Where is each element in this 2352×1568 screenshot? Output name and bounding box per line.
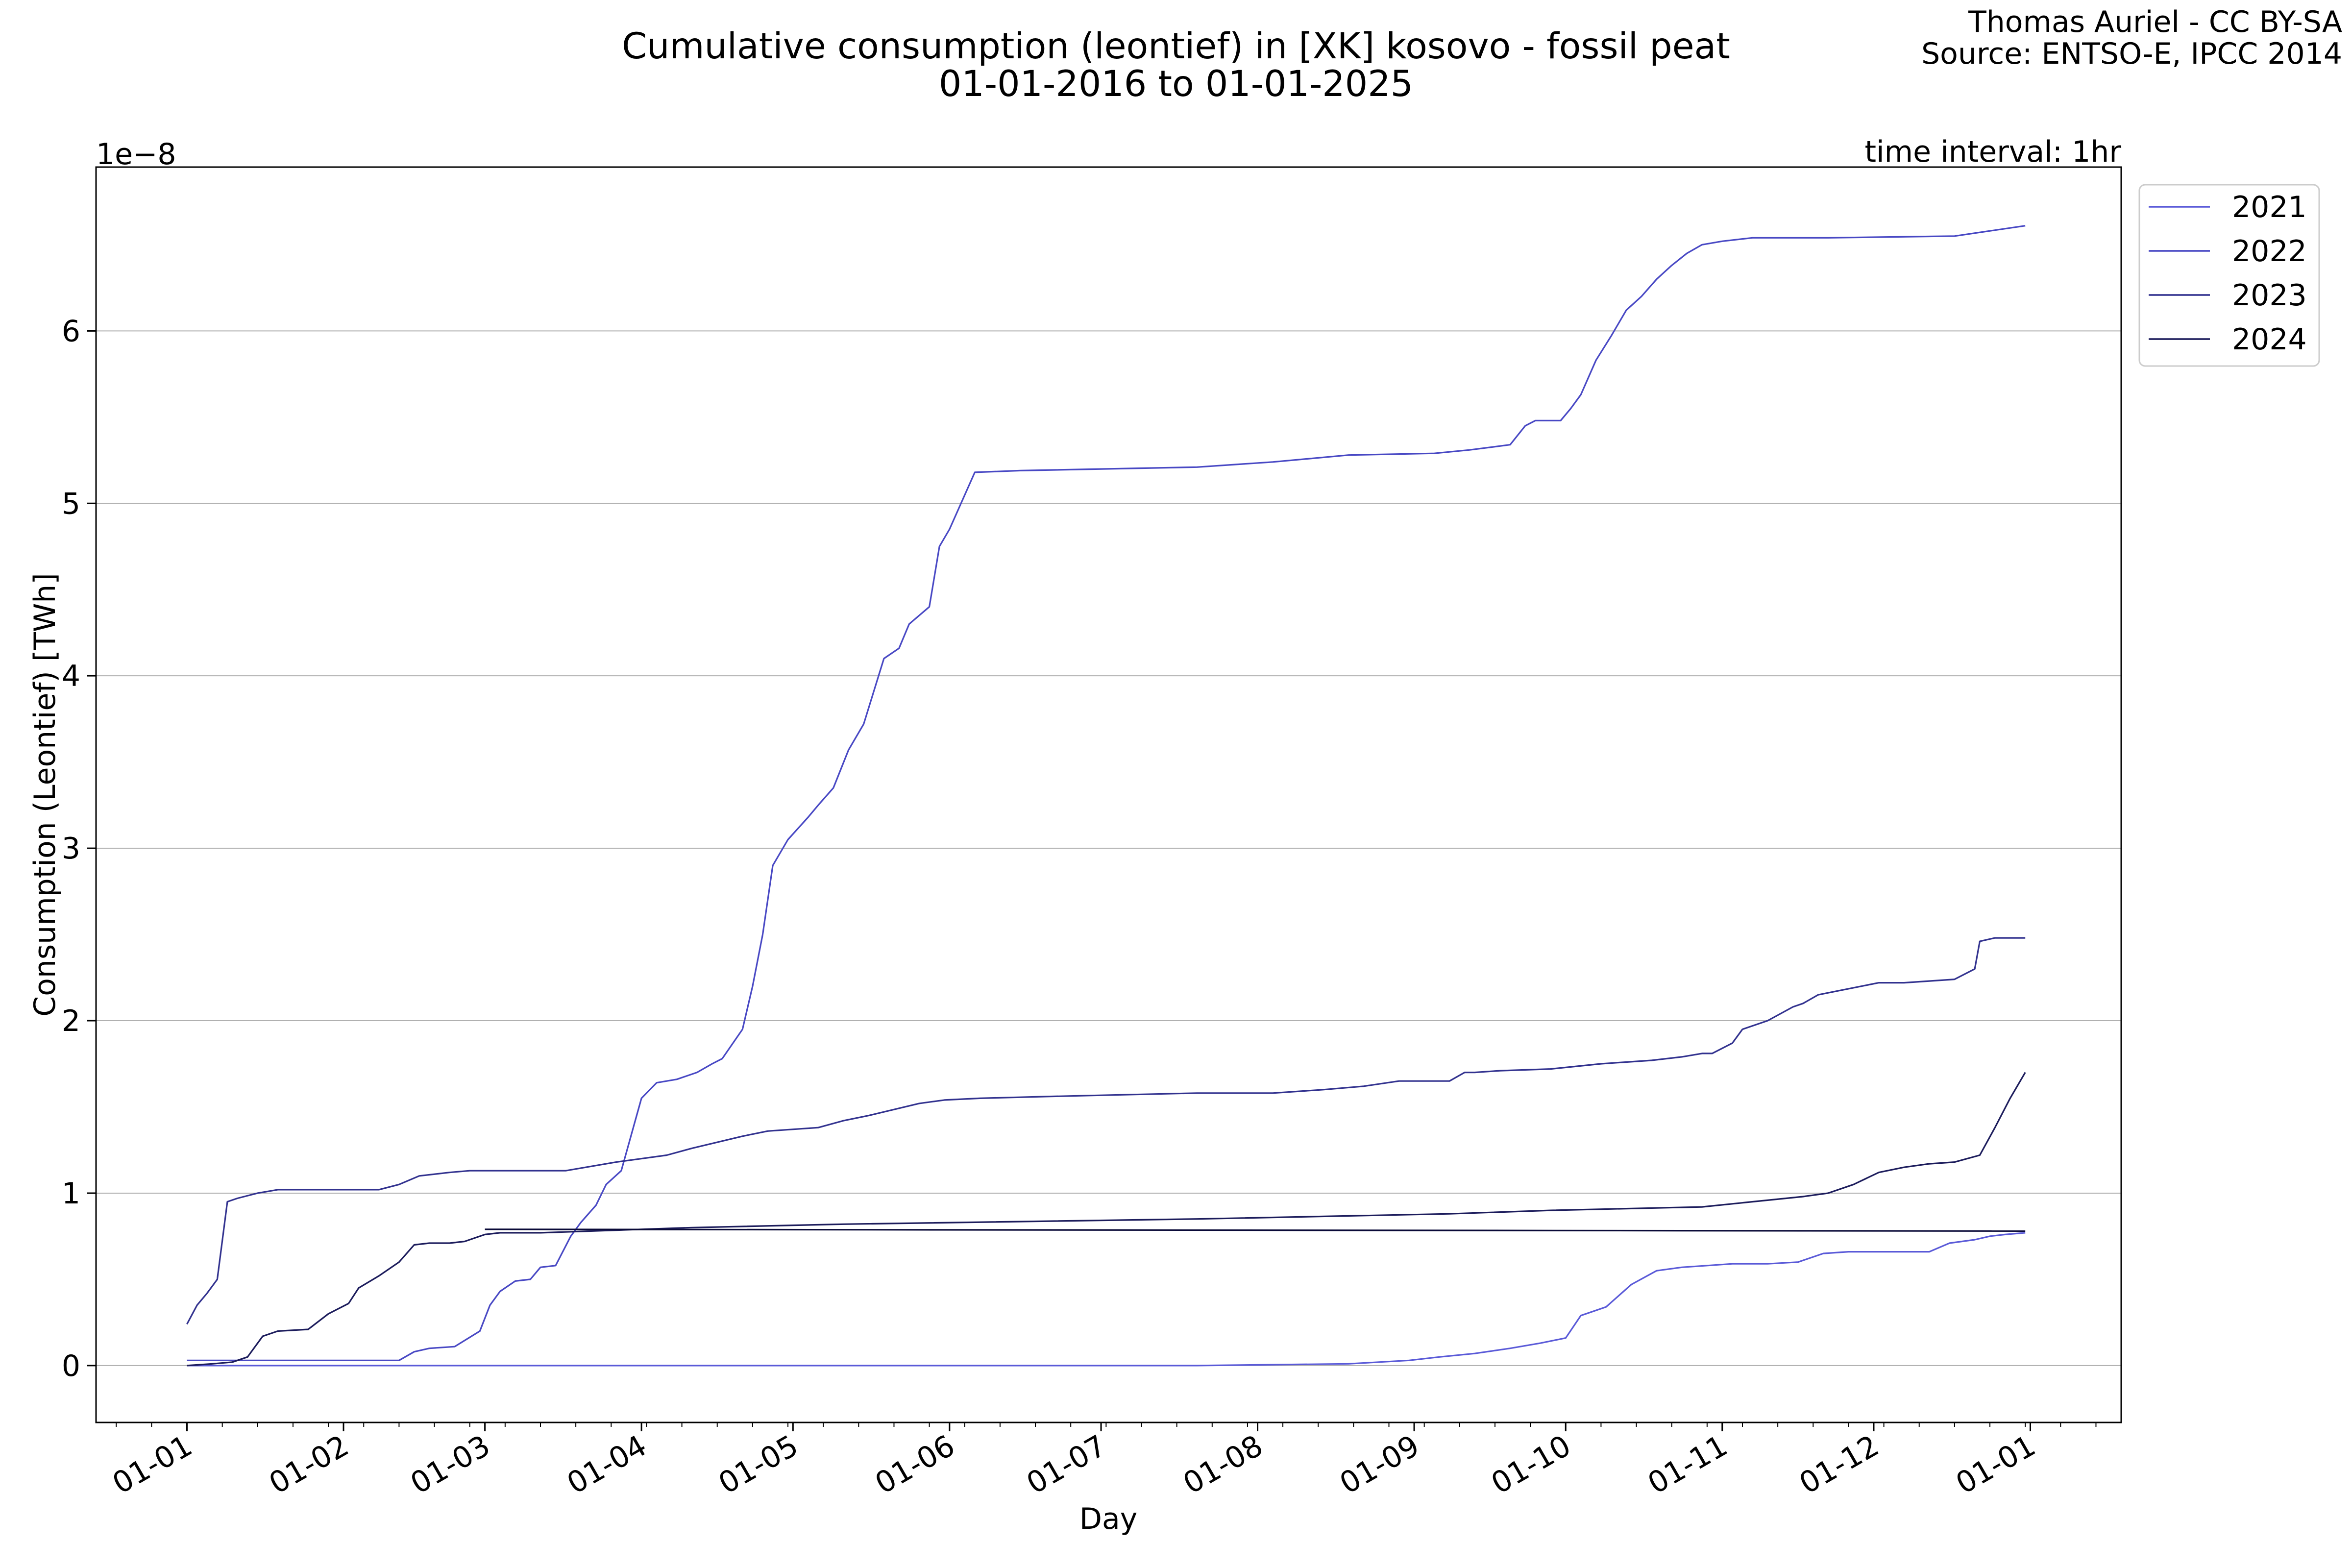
legend-label: 2024 xyxy=(2232,322,2307,357)
x-tick-label: 01-04 xyxy=(562,1428,653,1501)
y-tick-label: 3 xyxy=(62,832,80,866)
grid-lines xyxy=(96,330,2121,1366)
x-tick-label: 01-06 xyxy=(869,1428,960,1501)
y-tick-label: 0 xyxy=(62,1349,80,1383)
legend-label: 2021 xyxy=(2232,190,2307,224)
x-tick-label: 01-03 xyxy=(405,1428,496,1501)
y-tick-label: 4 xyxy=(62,659,80,693)
y-axis-label: Consumption (Leontief) [TWh] xyxy=(28,573,62,1016)
x-tick-label: 01-07 xyxy=(1021,1428,1112,1501)
x-tick-label: 01-01 xyxy=(107,1428,198,1501)
plot-frame xyxy=(95,166,2122,1423)
x-tick-label: 01-11 xyxy=(1642,1428,1733,1501)
legend-label: 2022 xyxy=(2232,234,2307,269)
credit-author: Thomas Auriel - CC BY-SA xyxy=(1968,5,2342,39)
y-offset-label: 1e−8 xyxy=(96,137,176,172)
x-tick-label: 01-09 xyxy=(1334,1428,1425,1501)
legend-label: 2023 xyxy=(2232,278,2307,313)
series-line-2021 xyxy=(187,1232,2026,1367)
y-tick-label: 1 xyxy=(62,1176,80,1211)
legend: 2021 2022 2023 2024 xyxy=(2138,184,2320,367)
x-tick-label: 01-08 xyxy=(1177,1428,1269,1501)
x-tick-label: 01-10 xyxy=(1486,1428,1577,1501)
x-tick-label: 01-05 xyxy=(713,1428,804,1501)
x-tick-label: 01-12 xyxy=(1793,1428,1885,1501)
series-line-2023 xyxy=(186,937,2026,1325)
x-tick-label: 01-01 xyxy=(1950,1428,2041,1501)
y-tick-label: 5 xyxy=(62,487,80,521)
chart-subtitle: 01-01-2016 to 01-01-2025 xyxy=(939,63,1413,105)
x-axis-ticks: 01-01 01-02 01-03 01-04 01-05 01-06 01-07 01-08… xyxy=(107,1422,2097,1501)
series-lines xyxy=(186,225,2026,1367)
x-tick-label: 01-02 xyxy=(264,1428,355,1501)
chart-title: Cumulative consumption (leontief) in [XK… xyxy=(622,25,1730,67)
credit-source: Source: ENTSO-E, IPCC 2014 xyxy=(1921,37,2342,71)
series-line-2022 xyxy=(187,225,2026,1361)
series-line-extra-4 xyxy=(485,1228,2026,1232)
y-axis-ticks: 0 1 2 3 4 5 6 xyxy=(62,314,96,1383)
x-axis-label: Day xyxy=(1079,1502,1137,1536)
time-interval-note: time interval: 1hr xyxy=(1864,135,2121,169)
legend-frame xyxy=(2138,184,2320,367)
y-tick-label: 2 xyxy=(62,1004,80,1038)
y-tick-label: 6 xyxy=(62,314,80,348)
series-line-2024 xyxy=(187,1072,2026,1367)
